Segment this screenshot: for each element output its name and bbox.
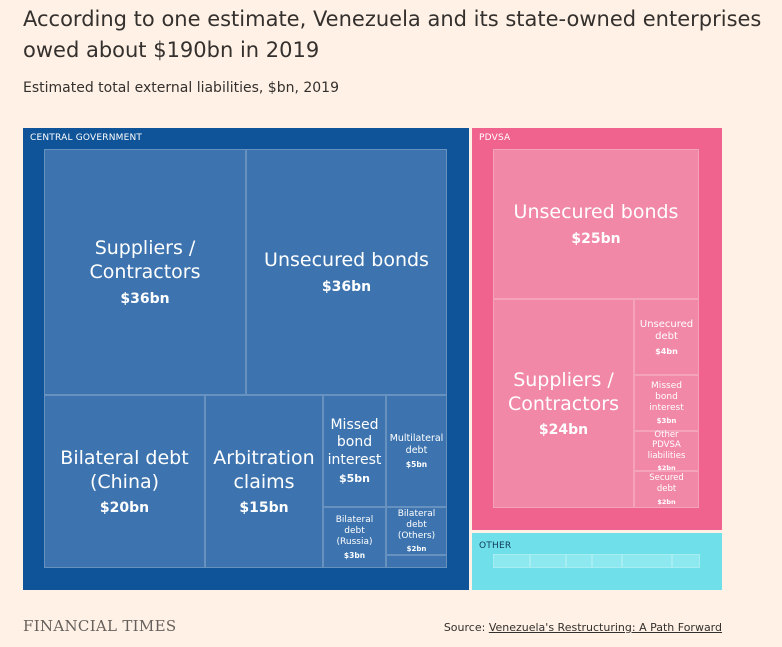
cell-name: Unsecured bonds — [264, 249, 429, 272]
cell-name: Suppliers / Contractors — [89, 237, 201, 283]
cell-value: $3bn — [656, 417, 677, 426]
cell-value: $36bn — [120, 290, 170, 307]
treemap-cell — [622, 554, 672, 568]
treemap-cell — [386, 555, 447, 568]
treemap-group-label: OTHER — [479, 541, 512, 551]
source-note: Source: Venezuela's Restructuring: A Pat… — [444, 621, 722, 634]
chart-title: According to one estimate, Venezuela and… — [23, 7, 762, 62]
treemap-cell-arbitration-claims: Arbitration claims $15bn — [205, 395, 323, 568]
treemap-group-label: PDVSA — [479, 133, 511, 143]
treemap-cell-suppliers-contractors: Suppliers / Contractors $36bn — [44, 149, 246, 395]
cell-name: Arbitration claims — [213, 446, 315, 493]
cell-value: $36bn — [321, 278, 372, 295]
cell-value: $5bn — [338, 472, 370, 486]
treemap-cell-other-pdvsa-liabilities: Other PDVSA liabilities $2bn — [634, 429, 699, 473]
cell-name: Multilateral debt — [389, 433, 444, 456]
cell-value: $2bn — [657, 464, 676, 473]
source-link[interactable]: Venezuela's Restructuring: A Path Forwar… — [488, 621, 722, 634]
cell-value: $25bn — [571, 230, 621, 247]
treemap-cell-bilateral-debt-china: Bilateral debt (China) $20bn — [44, 395, 205, 568]
chart-subtitle: Estimated total external liabilities, $b… — [23, 80, 339, 96]
treemap-cell-unsecured-debt: Unsecured debt $4bn — [634, 299, 699, 375]
cell-name: Unsecured bonds — [513, 201, 679, 224]
treemap-cell-suppliers-contractors: Suppliers / Contractors $24bn — [493, 299, 634, 508]
treemap-cell-bilateral-debt-others: Bilateral debt (Others) $2bn — [386, 507, 447, 555]
cell-name: Bilateral debt (Others) — [397, 508, 436, 542]
treemap-cell-unsecured-bonds: Unsecured bonds $36bn — [246, 149, 447, 395]
cell-value: $4bn — [655, 346, 678, 356]
cell-value: $15bn — [239, 500, 289, 517]
treemap-cell-bilateral-debt-russia: Bilateral debt (Russia) $3bn — [323, 507, 386, 568]
cell-value: $20bn — [99, 500, 150, 517]
treemap-cell — [530, 554, 566, 568]
treemap-cell-multilateral-debt: Multilateral debt $5bn — [386, 395, 447, 507]
treemap-cell — [493, 554, 530, 568]
cell-name: Unsecured debt — [639, 318, 694, 343]
treemap-cell — [672, 554, 700, 568]
treemap-group-label: CENTRAL GOVERNMENT — [30, 133, 143, 143]
treemap-cell-secured-debt: Secured debt $2bn — [634, 471, 699, 508]
cell-name: Suppliers / Contractors — [507, 368, 620, 415]
cell-name: Missed bond interest — [327, 416, 382, 468]
treemap-cell — [566, 554, 592, 568]
cell-name: Bilateral debt (Russia) — [335, 514, 374, 548]
source-prefix: Source: — [443, 621, 489, 634]
cell-name: Bilateral debt (China) — [60, 446, 189, 493]
cell-value: $2bn — [406, 545, 427, 554]
cell-value: $24bn — [538, 422, 589, 439]
treemap-cell-missed-bond-interest: Missed bond interest $5bn — [323, 395, 386, 507]
treemap-cell — [592, 554, 622, 568]
cell-value: $2bn — [657, 497, 676, 506]
cell-name: Missed bond interest — [649, 380, 684, 414]
cell-name: Other PDVSA liabilities — [647, 429, 686, 461]
cell-name: Secured debt — [649, 473, 684, 494]
cell-value: $3bn — [343, 551, 366, 561]
treemap-cell-missed-bond-interest: Missed bond interest $3bn — [634, 375, 699, 431]
cell-value: $5bn — [405, 459, 428, 469]
treemap-cell-unsecured-bonds: Unsecured bonds $25bn — [493, 149, 699, 299]
ft-logo: FINANCIAL TIMES — [23, 617, 177, 635]
